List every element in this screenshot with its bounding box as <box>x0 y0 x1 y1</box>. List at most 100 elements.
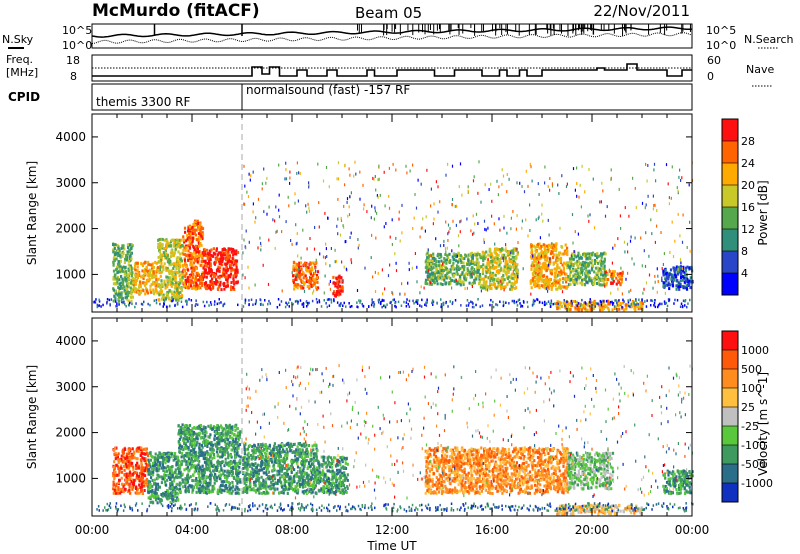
echo-cell <box>172 267 175 270</box>
scatter-echo <box>506 190 508 194</box>
echo-cell <box>149 482 152 486</box>
echo-cell <box>594 275 597 279</box>
ground-echo <box>442 301 445 305</box>
echo-cell <box>547 260 550 264</box>
echo-cell <box>169 491 172 495</box>
echo-cell <box>557 281 560 285</box>
echo-cell <box>207 256 210 260</box>
echo-cell <box>426 274 429 278</box>
scatter-echo <box>244 202 246 206</box>
ground-echo <box>379 302 382 306</box>
echo-cell <box>153 461 157 465</box>
ground-echo <box>202 300 205 304</box>
scatter-echo <box>371 204 373 208</box>
echo-cell <box>162 247 166 250</box>
echo-cell <box>212 283 215 287</box>
echo-cell <box>113 488 116 492</box>
ground-echo <box>106 302 108 305</box>
echo-cell <box>158 467 161 471</box>
echo-cell <box>223 273 226 277</box>
ground-echo <box>552 302 554 306</box>
echo-cell <box>148 471 151 475</box>
ground-echo <box>371 301 374 304</box>
echo-cell <box>228 484 231 488</box>
echo-cell <box>129 281 132 285</box>
echo-cell <box>581 303 584 307</box>
echo-cell <box>152 265 155 269</box>
scatter-echo <box>539 236 541 240</box>
echo-cell <box>137 450 140 453</box>
echo-cell <box>507 271 510 274</box>
scatter-echo <box>602 189 604 193</box>
echo-cell <box>237 454 240 458</box>
ground-echo <box>549 302 551 305</box>
echo-cell <box>209 249 212 253</box>
echo-cell <box>603 266 606 270</box>
echo-cell <box>146 452 149 456</box>
echo-cell <box>116 280 119 284</box>
scatter-echo <box>589 213 591 217</box>
echo-cell <box>171 254 174 258</box>
echo-cell <box>452 261 455 265</box>
scatter-echo <box>248 172 250 176</box>
echo-cell <box>565 280 568 284</box>
echo-cell <box>145 483 148 487</box>
scatter-echo <box>322 179 325 183</box>
echo-cell <box>536 245 539 249</box>
echo-cell <box>555 268 558 272</box>
scatter-echo <box>308 181 310 185</box>
echo-cell <box>155 282 158 286</box>
echo-cell <box>166 494 169 498</box>
scatter-echo <box>641 201 644 205</box>
echo-cell <box>309 272 313 276</box>
scatter-echo <box>530 165 532 169</box>
echo-cell <box>142 473 145 476</box>
cpid-label: CPID <box>8 90 40 104</box>
scatter-echo <box>484 227 486 231</box>
echo-cell <box>209 287 212 291</box>
ground-echo <box>96 303 99 307</box>
echo-cell <box>437 260 440 264</box>
echo-cell <box>535 256 538 260</box>
echo-cell <box>170 279 173 283</box>
echo-cell <box>587 273 590 277</box>
echo-cell <box>547 283 551 287</box>
echo-cell <box>558 251 561 255</box>
scatter-echo <box>353 174 355 178</box>
echo-cell <box>201 226 204 230</box>
echo-cell <box>603 283 606 286</box>
echo-cell <box>466 263 469 266</box>
freq-panel: Freq. [MHz] 18 8 60 0 Nave <box>6 53 774 87</box>
echo-cell <box>313 271 316 275</box>
echo-cell <box>543 264 546 268</box>
echo-cell <box>534 276 537 280</box>
echo-cell <box>141 491 144 495</box>
scatter-echo <box>679 168 681 172</box>
echo-cell <box>504 270 507 274</box>
echo-cell <box>607 306 610 310</box>
echo-cell <box>149 497 152 501</box>
echo-cell <box>197 225 200 229</box>
echo-cell <box>179 245 182 248</box>
scatter-echo <box>604 284 606 288</box>
echo-cell <box>301 271 305 274</box>
echo-cell <box>531 277 534 281</box>
echo-cell <box>196 219 199 223</box>
echo-cell <box>432 259 435 262</box>
scatter-echo <box>469 275 471 279</box>
echo-cell <box>169 482 172 486</box>
scatter-echo <box>474 222 476 226</box>
scatter-echo <box>579 183 581 187</box>
cpid-program-1: themis 3300 RF <box>96 95 190 109</box>
echo-cell <box>143 282 146 286</box>
scatter-echo <box>611 277 613 281</box>
ground-echo <box>296 299 298 303</box>
echo-cell <box>507 266 510 270</box>
echo-cell <box>144 260 147 264</box>
scatter-echo <box>375 188 377 192</box>
echo-cell <box>666 283 669 287</box>
scatter-echo <box>318 201 320 205</box>
echo-cell <box>444 253 447 256</box>
ground-echo <box>431 301 433 305</box>
scatter-echo <box>263 210 265 214</box>
